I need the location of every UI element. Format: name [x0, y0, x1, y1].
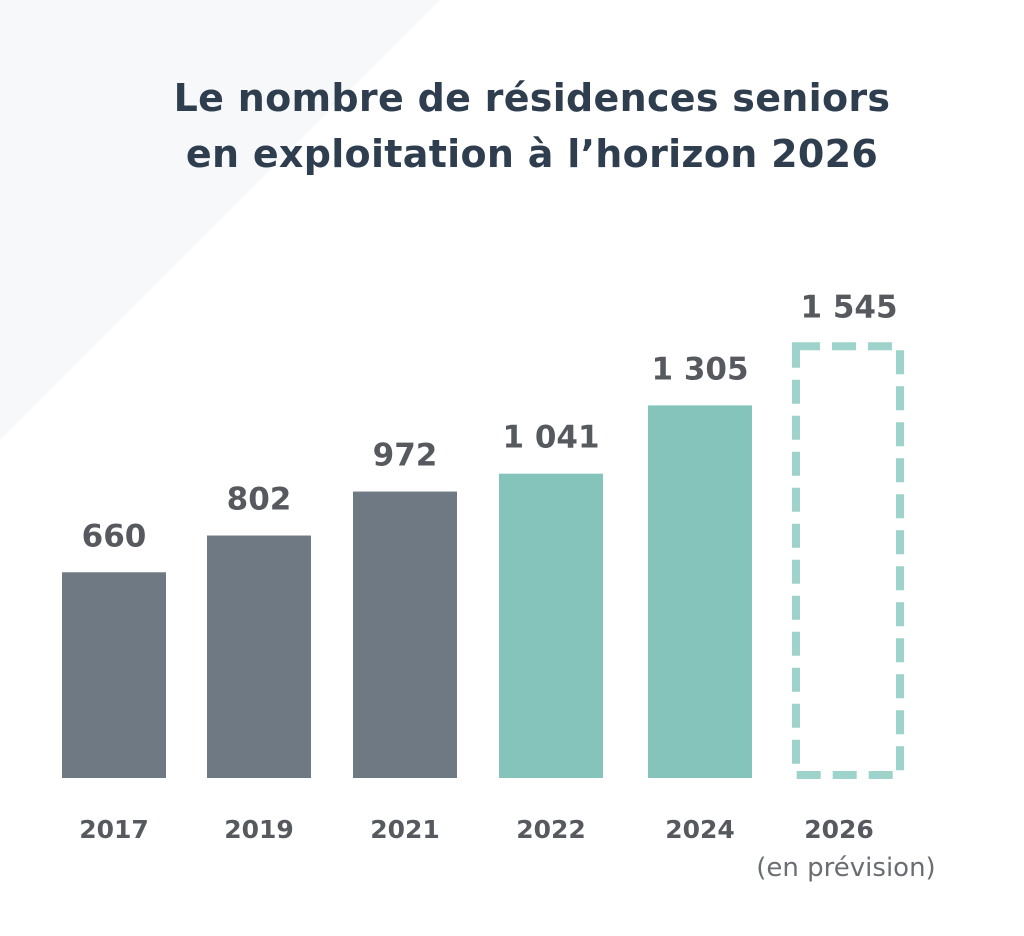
- bar-2022: [499, 473, 603, 778]
- category-label-2022: 2022: [516, 815, 586, 844]
- bar-2019: [207, 535, 311, 778]
- value-label-2026: 1 545: [800, 289, 897, 325]
- category-label-2021: 2021: [370, 815, 440, 844]
- value-label-2024: 1 305: [651, 351, 748, 387]
- chart-title: Le nombre de résidences seniors en explo…: [0, 70, 1024, 182]
- bar-2021: [353, 491, 457, 778]
- value-label-2017: 660: [82, 518, 147, 554]
- category-label-2024: 2024: [665, 815, 735, 844]
- bar-forecast-2026: [792, 342, 904, 779]
- value-label-2022: 1 041: [502, 420, 599, 456]
- forecast-note: (en prévision): [756, 853, 935, 883]
- bar-2017: [62, 572, 166, 778]
- category-label-2026: 2026: [804, 815, 874, 844]
- category-label-2019: 2019: [224, 815, 294, 844]
- value-label-2019: 802: [227, 482, 292, 518]
- chart-title-line-2: en exploitation à l’horizon 2026: [185, 132, 879, 176]
- value-label-2021: 972: [373, 438, 438, 474]
- category-label-2017: 2017: [79, 815, 149, 844]
- bar-2024: [648, 405, 752, 778]
- chart-title-line-1: Le nombre de résidences seniors: [173, 76, 891, 120]
